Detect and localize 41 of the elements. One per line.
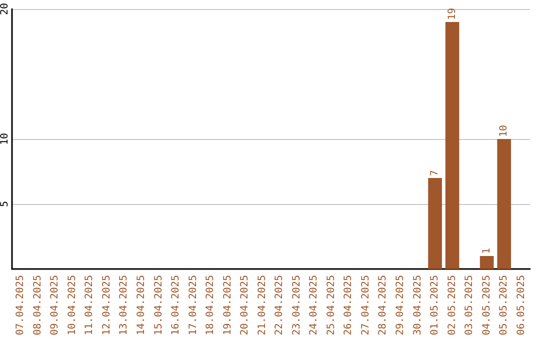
x-tick-label: 06.05.2025 [516, 275, 527, 336]
x-tick-label: 12.04.2025 [101, 275, 112, 336]
x-tick-label: 20.04.2025 [240, 275, 251, 336]
x-tick-label: 24.04.2025 [308, 275, 320, 336]
x-tick-label: 14.04.2025 [136, 275, 147, 336]
x-tick-label: 18.04.2025 [205, 275, 216, 336]
x-tick-label: 27.04.2025 [360, 275, 372, 336]
y-tick-label: 5 [0, 200, 10, 208]
x-tick-label: 09.04.2025 [50, 275, 61, 336]
bar [445, 22, 460, 269]
y-tick-label: 10 [0, 132, 10, 146]
x-tick-label: 23.04.2025 [291, 275, 302, 336]
x-tick-label: 13.04.2025 [118, 275, 130, 336]
x-tick-label: 19.04.2025 [222, 275, 234, 336]
bar [480, 256, 494, 269]
x-tick-label: 25.04.2025 [326, 275, 337, 336]
x-tick-label: 03.05.2025 [464, 275, 476, 336]
data-label: 19 [446, 8, 458, 20]
x-tick-label: 02.05.2025 [446, 275, 458, 336]
x-tick-label: 26.04.2025 [343, 275, 354, 336]
x-tick-label: 15.04.2025 [153, 275, 164, 336]
x-tick-label: 08.04.2025 [32, 275, 44, 336]
x-tick-label: 17.04.2025 [188, 275, 199, 336]
y-tick-label: 20 [0, 2, 10, 16]
x-tick-label: 28.04.2025 [378, 275, 389, 336]
x-tick-label: 10.04.2025 [66, 275, 78, 336]
bar [497, 139, 512, 269]
x-tick-label: 29.04.2025 [395, 275, 406, 336]
data-label: 1 [481, 248, 492, 254]
x-tick-label: 07.04.2025 [15, 275, 26, 336]
data-label: 7 [430, 170, 441, 176]
x-tick-label: 11.04.2025 [84, 275, 96, 336]
x-tick-label: 05.05.2025 [498, 275, 510, 336]
x-tick-label: 01.05.2025 [430, 275, 441, 336]
x-tick-label: 21.04.2025 [256, 275, 268, 336]
x-tick-label: 30.04.2025 [412, 275, 424, 336]
x-tick-label: 22.04.2025 [274, 275, 286, 336]
x-tick-label: 16.04.2025 [170, 275, 182, 336]
x-tick-label: 04.05.2025 [481, 275, 492, 336]
data-label: 10 [498, 124, 510, 138]
bar [428, 178, 442, 269]
